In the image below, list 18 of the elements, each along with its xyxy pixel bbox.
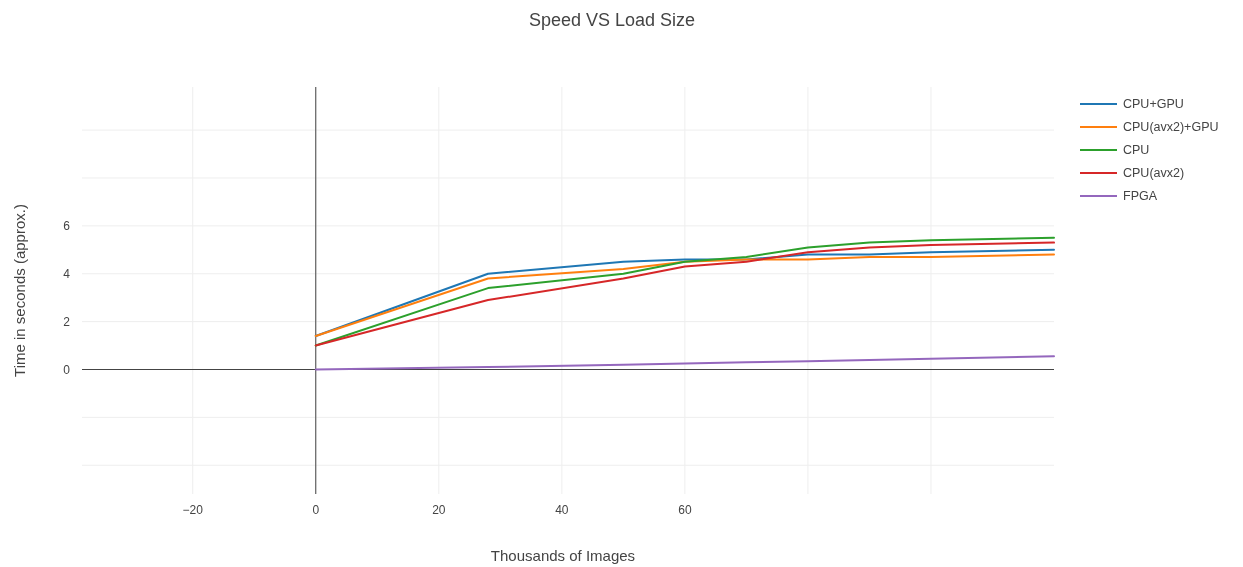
x-tick-label: 60 <box>678 503 692 517</box>
x-tick-label: 0 <box>312 503 320 517</box>
chart-title: Speed VS Load Size <box>528 10 696 30</box>
legend-label: CPU(avx2)+GPU <box>1123 120 1219 135</box>
y-tick-label: 4 <box>63 266 71 281</box>
x-tick-label: −20 <box>182 503 204 517</box>
legend-label: FPGA <box>1123 189 1158 204</box>
line-series <box>314 355 1055 371</box>
y-axis-title: Time in seconds (approx.) <box>11 204 28 377</box>
legend-label: CPU <box>1123 143 1150 158</box>
x-tick-label: 20 <box>432 503 446 517</box>
y-tick-label: 6 <box>63 219 71 234</box>
y-tick-label: 2 <box>63 314 71 329</box>
y-tick-label: 0 <box>63 362 71 377</box>
x-tick-label: 40 <box>555 503 569 517</box>
legend-label: CPU+GPU <box>1123 97 1184 112</box>
x-axis-title: Thousands of Images <box>490 547 636 564</box>
legend-label: CPU(avx2) <box>1123 166 1185 181</box>
